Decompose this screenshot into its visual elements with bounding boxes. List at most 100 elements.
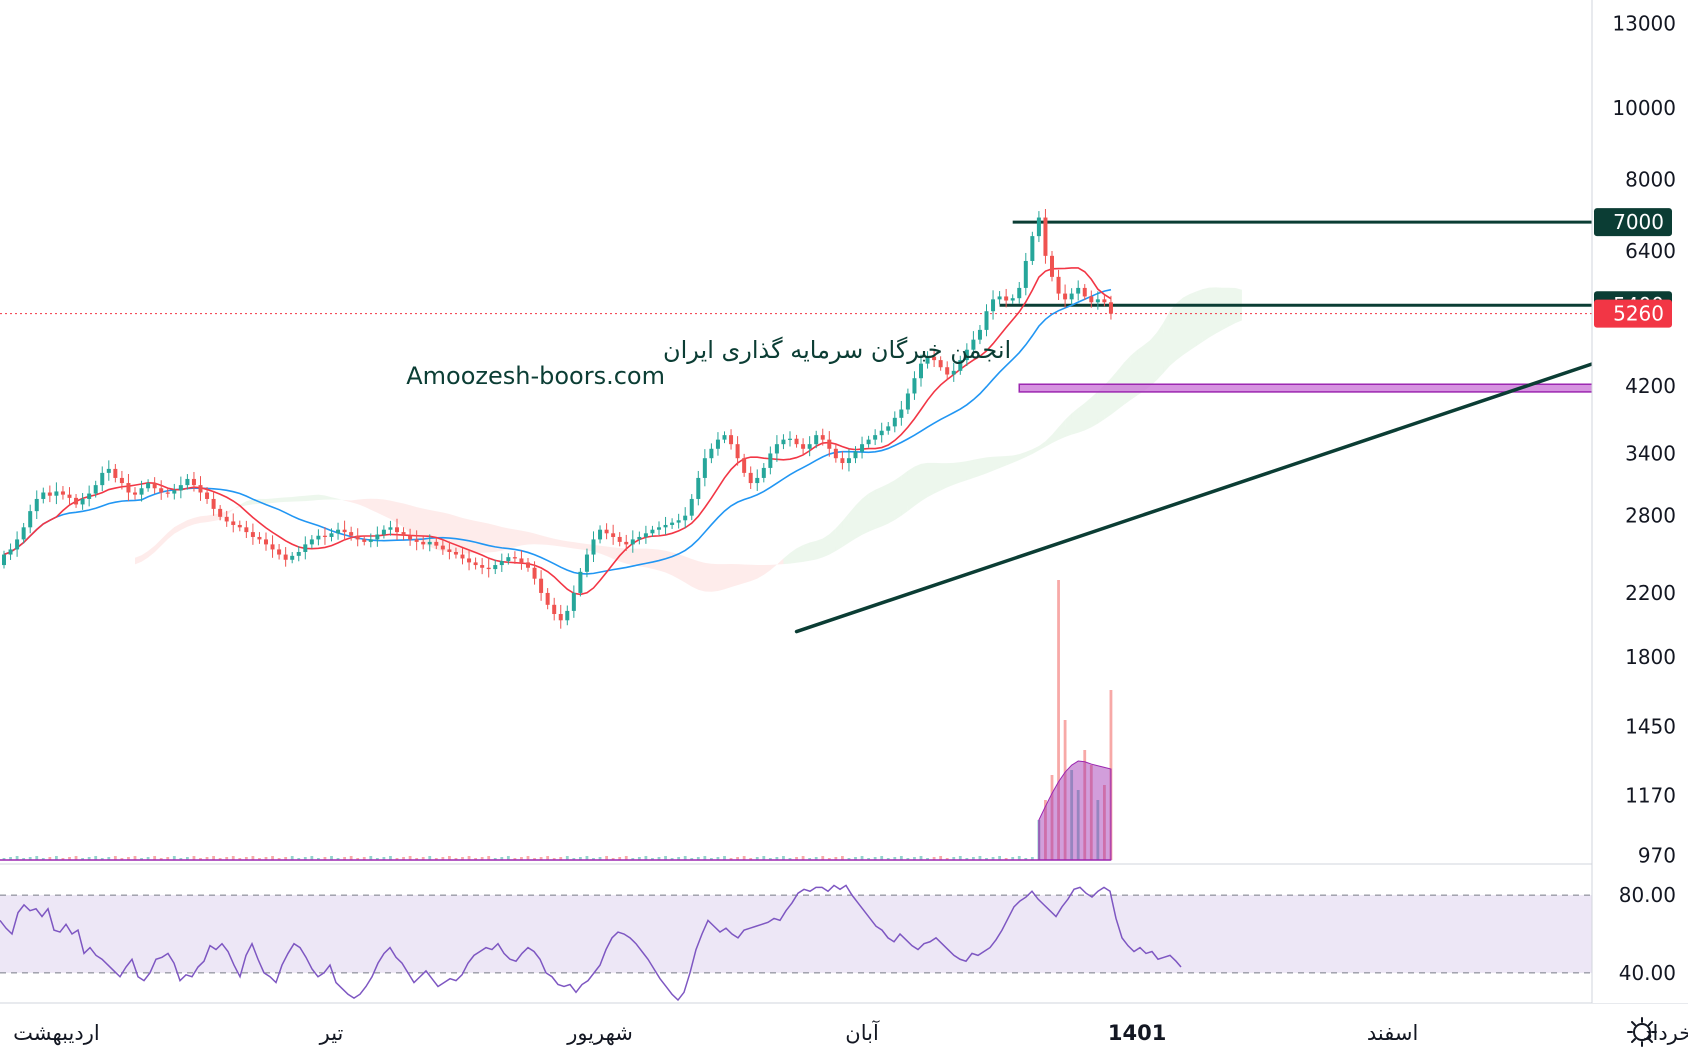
candle[interactable] <box>329 528 334 542</box>
candle[interactable] <box>355 528 360 547</box>
candle[interactable] <box>774 435 779 462</box>
candle[interactable] <box>657 521 661 536</box>
candle[interactable] <box>1095 291 1100 310</box>
candle[interactable] <box>106 460 111 481</box>
candle[interactable] <box>519 550 524 570</box>
candle[interactable] <box>611 524 616 545</box>
candle[interactable] <box>748 466 753 489</box>
candle[interactable] <box>408 528 413 546</box>
candle[interactable] <box>218 505 223 521</box>
candle[interactable] <box>139 480 144 502</box>
candle[interactable] <box>1010 294 1015 305</box>
candle[interactable] <box>670 518 675 529</box>
candle[interactable] <box>322 527 327 545</box>
candle[interactable] <box>794 434 799 448</box>
candle[interactable] <box>846 449 851 472</box>
candle[interactable] <box>892 411 897 433</box>
candle[interactable] <box>257 532 262 544</box>
candle[interactable] <box>1043 209 1048 264</box>
candle[interactable] <box>729 429 734 450</box>
candle[interactable] <box>951 362 956 382</box>
candle[interactable] <box>440 539 445 555</box>
candle[interactable] <box>126 474 131 501</box>
candle[interactable] <box>21 522 26 544</box>
candle[interactable] <box>93 480 98 498</box>
candle[interactable] <box>499 553 504 572</box>
rsi-axis[interactable]: 80.00 40.00 <box>1619 883 1676 985</box>
candle[interactable] <box>388 520 393 536</box>
candle[interactable] <box>722 431 727 444</box>
candle[interactable] <box>342 520 347 541</box>
candle[interactable] <box>932 349 937 368</box>
candle[interactable] <box>185 474 190 490</box>
candle[interactable] <box>401 527 406 541</box>
candle[interactable] <box>571 585 576 618</box>
candle[interactable] <box>395 518 399 540</box>
candle[interactable] <box>191 471 196 492</box>
candle[interactable] <box>178 476 183 499</box>
candle[interactable] <box>984 304 989 337</box>
price-axis[interactable]: 13000 10000 8000 6400 4200 3400 2800 2200 1800 14… <box>1591 0 1688 1003</box>
candle[interactable] <box>879 422 884 443</box>
candle[interactable] <box>146 479 151 492</box>
candle[interactable] <box>283 547 288 567</box>
candle[interactable] <box>696 470 701 506</box>
candle[interactable] <box>427 534 432 552</box>
candle[interactable] <box>119 470 124 490</box>
candle[interactable] <box>362 535 367 546</box>
candle[interactable] <box>28 504 33 534</box>
candle[interactable] <box>617 532 622 547</box>
candle[interactable] <box>100 466 105 492</box>
candle[interactable] <box>1089 290 1094 308</box>
candle[interactable] <box>1069 288 1074 305</box>
candle[interactable] <box>270 535 275 558</box>
candle[interactable] <box>991 290 996 320</box>
candle[interactable] <box>925 351 930 369</box>
current-price-badge[interactable] <box>1594 299 1672 328</box>
candle[interactable] <box>54 482 59 505</box>
candle[interactable] <box>368 533 373 548</box>
candle[interactable] <box>60 486 65 500</box>
candle[interactable] <box>414 530 419 551</box>
candle[interactable] <box>866 435 871 448</box>
candle[interactable] <box>827 431 832 457</box>
candle[interactable] <box>250 523 255 545</box>
candle[interactable] <box>336 522 341 540</box>
candle[interactable] <box>80 493 85 510</box>
candle[interactable] <box>709 443 714 464</box>
candle[interactable] <box>683 507 688 529</box>
candle[interactable] <box>349 526 354 541</box>
candle[interactable] <box>453 547 458 559</box>
candle[interactable] <box>742 453 747 477</box>
candle[interactable] <box>788 431 792 447</box>
candle[interactable] <box>237 520 242 532</box>
candle[interactable] <box>375 526 380 547</box>
candle[interactable] <box>316 529 321 546</box>
candle[interactable] <box>2 550 6 569</box>
trendline[interactable] <box>794 314 1688 634</box>
candle[interactable] <box>231 513 236 533</box>
candle[interactable] <box>715 432 720 456</box>
candle[interactable] <box>735 436 740 466</box>
candle[interactable] <box>873 429 878 446</box>
candle[interactable] <box>309 535 314 549</box>
candle[interactable] <box>971 331 976 358</box>
candle[interactable] <box>578 567 583 597</box>
candle[interactable] <box>807 436 812 457</box>
support-zone-rect[interactable] <box>1018 383 1688 393</box>
candle[interactable] <box>919 354 923 387</box>
candle[interactable] <box>34 490 39 520</box>
candle[interactable] <box>545 588 550 610</box>
candle[interactable] <box>820 428 825 446</box>
candle[interactable] <box>467 549 472 571</box>
candle[interactable] <box>172 483 177 500</box>
candle[interactable] <box>1108 295 1113 320</box>
candle[interactable] <box>211 491 216 516</box>
candle[interactable] <box>689 494 694 521</box>
candle[interactable] <box>224 510 229 527</box>
candle[interactable] <box>801 438 806 455</box>
candle[interactable] <box>152 477 157 494</box>
candle[interactable] <box>290 552 295 564</box>
candle[interactable] <box>74 494 79 508</box>
candle[interactable] <box>1063 284 1068 308</box>
